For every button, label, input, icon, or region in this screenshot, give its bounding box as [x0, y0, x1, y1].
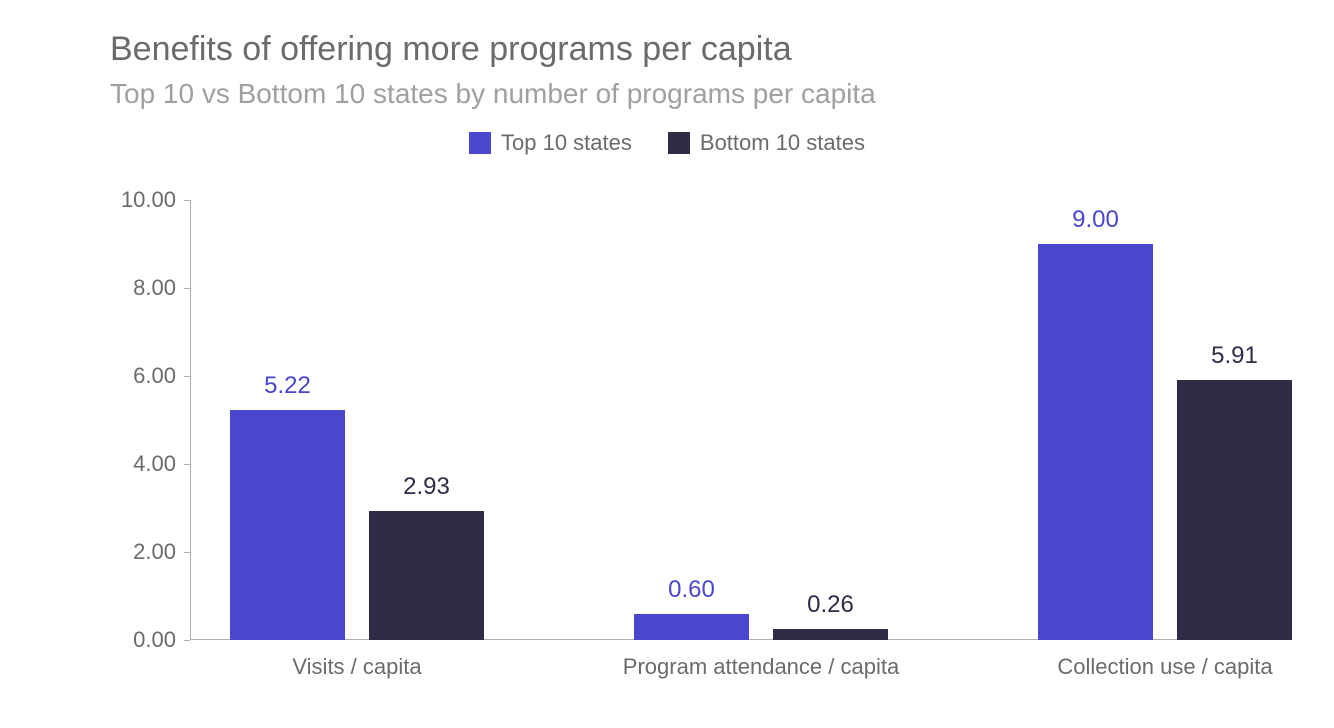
y-tick-label: 2.00 [133, 539, 176, 565]
bar-group: 0.60 0.26 [634, 200, 888, 640]
y-tick-label: 8.00 [133, 275, 176, 301]
bar-value-label: 5.91 [1211, 342, 1258, 370]
bar: 5.22 [230, 410, 345, 640]
y-tick-mark [184, 552, 190, 553]
y-tick-label: 10.00 [121, 187, 176, 213]
bar: 0.60 [634, 614, 749, 640]
bar: 2.93 [369, 511, 484, 640]
category-label: Program attendance / capita [623, 654, 899, 680]
legend-swatch-top10 [469, 132, 491, 154]
y-tick-mark [184, 376, 190, 377]
y-tick-label: 6.00 [133, 363, 176, 389]
plot-area: 0.002.004.006.008.0010.005.222.93Visits … [190, 200, 1260, 640]
y-tick-label: 0.00 [133, 627, 176, 653]
legend-swatch-bottom10 [668, 132, 690, 154]
legend-label-top10: Top 10 states [501, 130, 632, 156]
y-tick-mark [184, 200, 190, 201]
y-tick-label: 4.00 [133, 451, 176, 477]
y-tick-mark [184, 288, 190, 289]
chart-title: Benefits of offering more programs per c… [110, 30, 792, 69]
legend-label-bottom10: Bottom 10 states [700, 130, 865, 156]
y-axis [190, 200, 191, 640]
bar-value-label: 5.22 [264, 372, 311, 400]
category-label: Visits / capita [292, 654, 421, 680]
bar: 9.00 [1038, 244, 1153, 640]
chart-container: Benefits of offering more programs per c… [0, 0, 1334, 728]
y-tick-mark [184, 464, 190, 465]
bar-value-label: 0.26 [807, 591, 854, 619]
chart-subtitle: Top 10 vs Bottom 10 states by number of … [110, 78, 876, 110]
y-tick-mark [184, 640, 190, 641]
bar: 5.91 [1177, 380, 1292, 640]
bar: 0.26 [773, 629, 888, 640]
category-label: Collection use / capita [1057, 654, 1272, 680]
legend-item-top10: Top 10 states [469, 130, 632, 156]
bar-group: 9.005.91 [1038, 200, 1292, 640]
bar-value-label: 0.60 [668, 576, 715, 604]
bar-value-label: 2.93 [403, 473, 450, 501]
chart-legend: Top 10 states Bottom 10 states [0, 130, 1334, 156]
bar-group: 5.222.93 [230, 200, 484, 640]
bar-value-label: 9.00 [1072, 206, 1119, 234]
legend-item-bottom10: Bottom 10 states [668, 130, 865, 156]
